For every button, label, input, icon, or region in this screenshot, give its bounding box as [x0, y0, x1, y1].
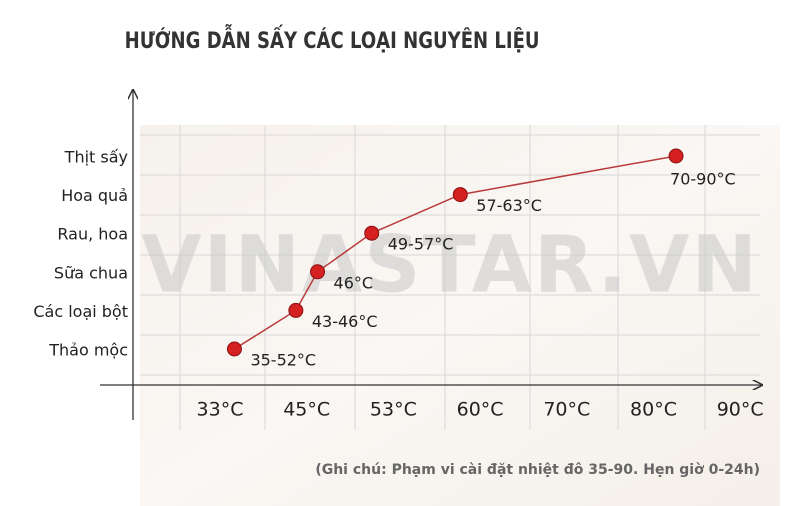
- value-label: 35-52°C: [250, 351, 316, 370]
- point: [452, 187, 468, 203]
- value-label: 49-57°C: [388, 235, 454, 254]
- y-tick-label: Hoa quả: [61, 186, 128, 205]
- x-tick-label: 80°C: [630, 399, 677, 421]
- value-label: 70-90°C: [670, 170, 736, 189]
- point: [226, 341, 242, 357]
- chart-title: HƯỚNG DẪN SẤY CÁC LOẠI NGUYÊN LIỆU: [125, 24, 540, 54]
- x-tick-label: 33°C: [197, 399, 244, 421]
- series-line: [234, 155, 677, 350]
- background-grid: [140, 125, 760, 430]
- y-tick-label: Thịt sấy: [64, 148, 128, 167]
- note: (Ghi chú: Phạm vi cài đặt nhiệt đô 35-90…: [315, 462, 760, 478]
- point: [310, 264, 326, 280]
- x-tick-label: 90°C: [717, 399, 764, 421]
- x-tick-label: 45°C: [283, 399, 330, 421]
- x-tick-label: 60°C: [457, 399, 504, 421]
- value-label: 46°C: [334, 273, 374, 292]
- y-tick-label: Sữa chua: [54, 263, 128, 282]
- point: [364, 225, 380, 241]
- y-tick-label: Các loại bột: [33, 302, 128, 321]
- x-tick-label: 70°C: [543, 399, 590, 421]
- value-label: 57-63°C: [476, 196, 542, 215]
- value-label: 43-46°C: [312, 312, 378, 331]
- y-tick-label: Thảo mộc: [48, 341, 128, 360]
- watermark: VINASTAR.VN: [141, 220, 759, 310]
- point: [288, 302, 304, 318]
- y-tick-label: Rau, hoa: [57, 225, 128, 244]
- x-tick-label: 53°C: [370, 399, 417, 421]
- point: [668, 148, 684, 164]
